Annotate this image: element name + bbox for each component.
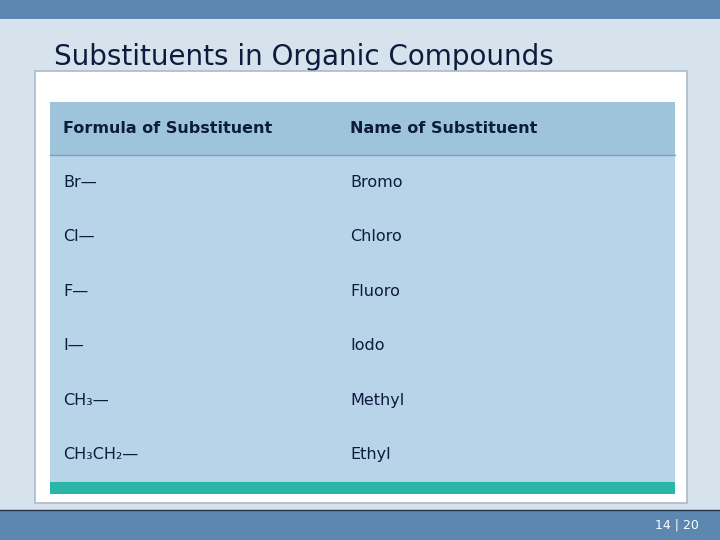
Text: Name of Substituent: Name of Substituent bbox=[351, 121, 538, 136]
Text: 14 | 20: 14 | 20 bbox=[654, 518, 698, 532]
FancyBboxPatch shape bbox=[0, 510, 720, 540]
Text: Iodo: Iodo bbox=[351, 338, 385, 353]
Text: Chloro: Chloro bbox=[351, 229, 402, 244]
Text: Methyl: Methyl bbox=[351, 393, 405, 408]
Text: Ethyl: Ethyl bbox=[351, 447, 391, 462]
Text: Fluoro: Fluoro bbox=[351, 284, 400, 299]
Text: Br—: Br— bbox=[63, 175, 97, 190]
FancyBboxPatch shape bbox=[0, 0, 720, 19]
FancyBboxPatch shape bbox=[35, 71, 687, 503]
Text: I—: I— bbox=[63, 338, 84, 353]
Text: Substituents in Organic Compounds: Substituents in Organic Compounds bbox=[54, 43, 554, 71]
Text: CH₃CH₂—: CH₃CH₂— bbox=[63, 447, 139, 462]
FancyBboxPatch shape bbox=[50, 102, 675, 155]
Text: Formula of Substituent: Formula of Substituent bbox=[63, 121, 273, 136]
Text: F—: F— bbox=[63, 284, 89, 299]
Text: Bromo: Bromo bbox=[351, 175, 403, 190]
Text: CH₃—: CH₃— bbox=[63, 393, 109, 408]
FancyBboxPatch shape bbox=[50, 102, 675, 494]
Text: Cl—: Cl— bbox=[63, 229, 95, 244]
FancyBboxPatch shape bbox=[50, 482, 675, 494]
